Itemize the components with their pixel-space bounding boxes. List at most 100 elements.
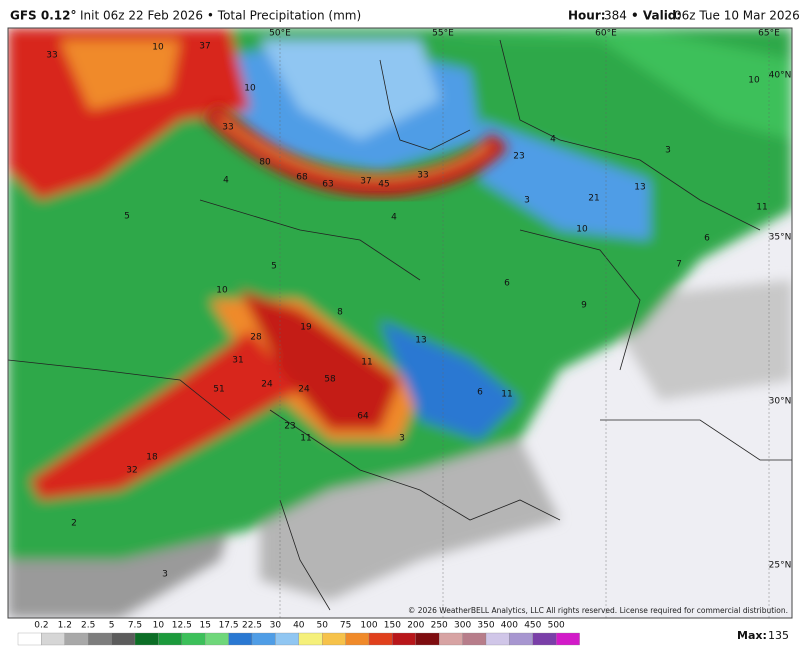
precip-value: 4 [391, 213, 397, 223]
precip-value: 33 [417, 171, 428, 181]
colorbar-label: 400 [501, 621, 518, 631]
colorbar-swatch [41, 632, 65, 646]
colorbar-label: 150 [384, 621, 401, 631]
precip-value: 7 [676, 260, 682, 270]
colorbar-label: 12.5 [172, 621, 192, 631]
precip-value: 10 [748, 76, 760, 86]
init: Init 06z 22 Feb 2026 • Total Precipitati… [80, 9, 361, 23]
precip-value: 10 [152, 43, 164, 53]
colorbar-label: 350 [477, 621, 494, 631]
precip-value: 3 [162, 570, 168, 580]
precip-value: 11 [300, 434, 311, 444]
colorbar-swatch [88, 632, 112, 646]
colorbar-swatch [298, 632, 323, 646]
colorbar-label: 17.5 [219, 621, 239, 631]
coordinate-label: 65°E [758, 29, 780, 39]
precip-value: 6 [704, 234, 710, 244]
precip-value: 58 [324, 375, 336, 385]
colorbar-swatch [322, 632, 346, 646]
precip-value: 4 [223, 176, 229, 186]
model: GFS 0.12° [10, 9, 76, 23]
colorbar-label: 500 [548, 621, 565, 631]
precip-value: 24 [261, 380, 273, 390]
coordinate-label: 40°N [769, 71, 792, 81]
colorbar-label: 300 [454, 621, 471, 631]
precip-value: 2 [71, 519, 77, 529]
precip-value: 45 [378, 180, 389, 190]
colorbar-swatch [205, 632, 229, 646]
colorbar-swatch [556, 632, 580, 646]
precip-value: 51 [213, 385, 224, 395]
coordinate-label: 50°E [269, 29, 291, 39]
hour-label: Hour: [568, 9, 606, 23]
precip-value: 19 [300, 323, 312, 333]
precip-value: 18 [146, 453, 158, 463]
colorbar-label: 15 [199, 621, 210, 631]
coordinate-label: 25°N [769, 561, 792, 571]
precip-value: 5 [271, 262, 277, 272]
colorbar-label: 30 [270, 621, 282, 631]
precip-value: 4 [550, 135, 556, 145]
colorbar-label: 100 [360, 621, 377, 631]
colorbar-swatch [368, 632, 393, 646]
hour: 384 [604, 9, 627, 23]
precip-value: 23 [513, 152, 524, 162]
colorbar-swatch [275, 632, 299, 646]
colorbar-label: 75 [340, 621, 351, 631]
precip-value: 10 [244, 84, 256, 94]
colorbar-swatch [345, 632, 370, 646]
precip-value: 11 [756, 203, 767, 213]
valid: 06z Tue 10 Mar 2026 [674, 9, 800, 23]
coordinate-label: 30°N [769, 397, 792, 407]
colorbar-label: 7.5 [128, 621, 142, 631]
precip-value: 33 [46, 51, 57, 61]
map-frame [7, 27, 793, 619]
precip-value: 11 [361, 358, 372, 368]
colorbar-swatch [251, 632, 276, 646]
coordinate-label: 60°E [595, 29, 617, 39]
colorbar-swatch [485, 632, 510, 646]
precip-value: 6 [504, 279, 510, 289]
colorbar-swatch [134, 632, 159, 646]
colorbar-label: 5 [109, 621, 115, 631]
precip-value: 64 [357, 412, 369, 422]
colorbar-label: 40 [293, 621, 305, 631]
colorbar-label: 0.2 [34, 621, 48, 631]
precip-value: 13 [415, 336, 426, 346]
max: 135 [768, 629, 789, 642]
precip-value: 3 [399, 434, 405, 444]
colorbar-swatch [228, 632, 253, 646]
colorbar-swatch [17, 632, 42, 646]
precip-value: 13 [634, 183, 645, 193]
precip-value: 10 [576, 225, 588, 235]
precip-value: 10 [216, 286, 228, 296]
colorbar-swatch [392, 632, 416, 646]
precip-value: 37 [199, 42, 210, 52]
precip-value: 31 [232, 356, 243, 366]
colorbar-swatch [415, 632, 440, 646]
colorbar-swatch [158, 632, 182, 646]
precip-value: 3 [524, 196, 530, 206]
colorbar-swatch [64, 632, 89, 646]
credit: © 2026 WeatherBELL Analytics, LLC All ri… [408, 606, 788, 615]
map [8, 28, 792, 618]
precip-value: 11 [501, 390, 512, 400]
precip-value: 28 [250, 333, 262, 343]
precip-value: 37 [360, 177, 371, 187]
precip-value: 63 [322, 180, 333, 190]
precip-value: 32 [126, 466, 137, 476]
coordinate-label: 35°N [769, 233, 792, 243]
precip-value: 23 [284, 422, 295, 432]
max-label: Max: [737, 629, 767, 642]
colorbar-label: 450 [524, 621, 541, 631]
precip-value: 24 [298, 385, 310, 395]
precip-value: 9 [581, 301, 587, 311]
colorbar-swatch [181, 632, 206, 646]
precip-value: 21 [588, 194, 599, 204]
precip-value: 80 [259, 158, 271, 168]
colorbar-label: 1.2 [58, 621, 72, 631]
coordinate-label: 55°E [432, 29, 454, 39]
valid-label: • Valid: [631, 9, 681, 23]
